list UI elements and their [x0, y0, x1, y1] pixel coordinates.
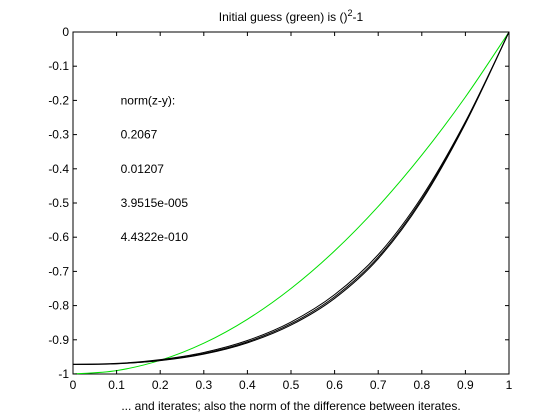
series-line-initial-guess [72, 31, 510, 375]
x-tick-label: 0.7 [370, 378, 387, 392]
x-tick-label: 0.3 [195, 378, 212, 392]
x-tick-label: 0.2 [152, 378, 169, 392]
y-tick-label: -0.2 [48, 93, 69, 107]
annotation-text: 0.01207 [121, 162, 165, 176]
annotation-layer: norm(z-y): 0.2067 0.01207 3.9515e-005 4.4322… [121, 93, 189, 244]
chart-title-suffix: -1 [353, 10, 364, 24]
x-tick-label: 1 [506, 378, 513, 392]
y-tick-label: -0.4 [48, 162, 69, 176]
x-tick-label: 0.9 [457, 378, 474, 392]
series-layer [72, 31, 510, 375]
x-tick-label: 0.4 [239, 378, 256, 392]
x-tick-label: 0.8 [413, 378, 430, 392]
annotation-text: 4.4322e-010 [121, 230, 189, 244]
tick-layer: 0 0.1 0.2 0.3 0.4 0.5 0.6 0.7 0.8 0.9 1 0 -0.1 -0.2 -0… [48, 25, 512, 392]
annotation-text: norm(z-y): [121, 93, 176, 107]
y-tick-label: -0.9 [48, 333, 69, 347]
series-line-iterate-3 [72, 31, 510, 365]
x-tick-label: 0.6 [326, 378, 343, 392]
x-tick-label: 0.1 [108, 378, 125, 392]
y-tick-label: -0.8 [48, 299, 69, 313]
y-tick-label: -1 [58, 367, 69, 381]
y-tick-label: -0.6 [48, 230, 69, 244]
annotation-text: 0.2067 [121, 128, 158, 142]
chart-title-superscript: 2 [348, 8, 353, 18]
x-tick-label: 0.5 [283, 378, 300, 392]
annotation-text: 3.9515e-005 [121, 196, 189, 210]
y-tick-label: -0.1 [48, 59, 69, 73]
series-line-iterate-1 [72, 31, 510, 365]
chart-title: Initial guess (green) is ()2-1 [219, 8, 364, 24]
x-tick-label: 0 [70, 378, 77, 392]
y-tick-label: -0.3 [48, 128, 69, 142]
y-tick-label: -0.7 [48, 264, 69, 278]
y-tick-label: 0 [62, 25, 69, 39]
chart-title-main: Initial guess (green) is () [219, 10, 348, 24]
y-tick-label: -0.5 [48, 196, 69, 210]
x-axis-label: ... and iterates; also the norm of the d… [121, 399, 460, 413]
plot-area [72, 31, 510, 375]
